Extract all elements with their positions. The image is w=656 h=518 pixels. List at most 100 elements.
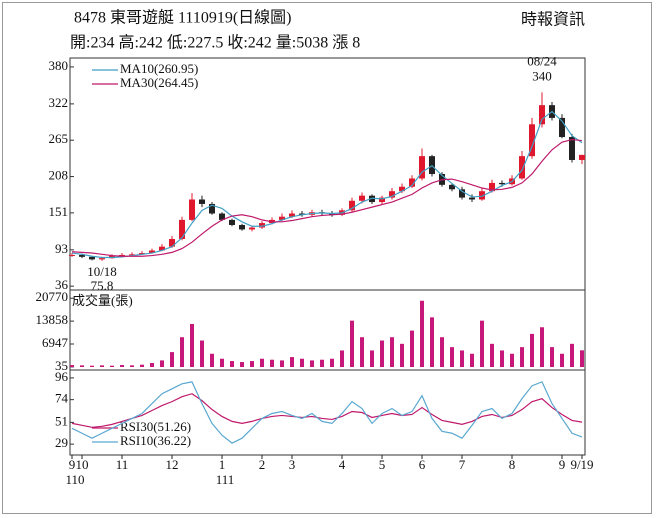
y-tick-label: 36 — [55, 277, 69, 292]
legend-label: MA30(264.45) — [120, 75, 198, 90]
x-tick-label: 5 — [379, 457, 386, 472]
candle-body — [529, 124, 535, 157]
summary: 開:234 高:242 低:227.5 收:242 量:5038 漲 8 — [70, 34, 360, 52]
candle-body — [519, 156, 525, 179]
volume-bar — [570, 343, 574, 368]
annotation-date: 08/24 — [527, 53, 557, 68]
volume-bar — [130, 365, 134, 368]
volume-bar — [440, 337, 444, 368]
series-line — [71, 138, 583, 257]
candle-body — [279, 216, 285, 220]
candle-body — [479, 191, 485, 200]
volume-bar — [460, 350, 464, 368]
x-tick-label: 9 — [559, 457, 566, 472]
volume-bar — [330, 358, 334, 368]
candle-body — [79, 254, 85, 257]
volume-bar — [190, 323, 194, 368]
volume-bar — [250, 361, 254, 368]
volume-bar — [290, 357, 294, 368]
candle-body — [329, 213, 335, 215]
x-tick-label: 9 — [69, 457, 76, 472]
candle-body — [219, 213, 225, 220]
x-tick-label: 1 — [219, 457, 226, 472]
candle-body — [499, 182, 505, 185]
candle-body — [539, 105, 545, 125]
volume-bar — [100, 365, 104, 368]
panel-title: 成交量(張) — [72, 293, 133, 308]
volume-bar — [370, 350, 374, 368]
volume-bar — [530, 333, 534, 368]
volume-bar — [220, 358, 224, 368]
candle-body — [169, 239, 175, 247]
x-tick-label: 12 — [166, 457, 179, 472]
candle-body — [129, 254, 135, 256]
x-tick-label: 8 — [509, 457, 516, 472]
candle-body — [469, 197, 475, 200]
volume-bar — [180, 337, 184, 368]
candle-body — [489, 182, 495, 192]
x-tick-label: 4 — [339, 457, 346, 472]
y-tick-label: 265 — [49, 131, 69, 146]
volume-bar — [420, 300, 424, 368]
candle-body — [229, 219, 235, 225]
volume-bar — [230, 361, 234, 368]
x-tick-label: 7 — [459, 457, 466, 472]
volume-bar — [300, 358, 304, 368]
x-tick-label: 10 — [76, 457, 89, 472]
panel-frame — [69, 57, 586, 291]
volume-bar — [210, 353, 214, 368]
candle-body — [379, 197, 385, 203]
candle-body — [139, 253, 145, 255]
candle-body — [239, 224, 245, 230]
volume-bar — [500, 350, 504, 368]
annotation-value: 75.8 — [91, 278, 114, 293]
volume-bar — [550, 347, 554, 368]
volume-bar — [430, 317, 434, 368]
volume-bar — [360, 337, 364, 368]
y-tick-label: 208 — [49, 168, 69, 183]
x-tick-label: 3 — [289, 457, 296, 472]
legend-label: MA10(260.95) — [120, 61, 198, 76]
y-tick-label: 20770 — [36, 289, 69, 304]
x-tick-label: 11 — [116, 457, 129, 472]
volume-bar — [240, 362, 244, 368]
volume-bar — [90, 365, 94, 368]
candle-body — [349, 200, 355, 211]
volume-bar — [560, 353, 564, 368]
volume-bar — [450, 347, 454, 368]
volume-bar — [510, 353, 514, 368]
y-tick-label: 51 — [55, 413, 68, 428]
volume-bar — [490, 343, 494, 368]
candle-body — [449, 184, 455, 190]
volume-bar — [150, 363, 154, 368]
volume-bar — [320, 359, 324, 368]
y-tick-label: 322 — [49, 95, 69, 110]
candle-body — [179, 219, 185, 240]
candle-body — [579, 154, 585, 160]
volume-bar — [70, 365, 74, 368]
volume-bar — [540, 327, 544, 368]
candle-body — [209, 203, 215, 214]
candle-body — [569, 137, 575, 160]
series-line — [71, 110, 583, 259]
candle-body — [399, 186, 405, 192]
y-tick-label: 13858 — [36, 312, 69, 327]
candle-body — [359, 195, 365, 201]
y-tick-label: 96 — [55, 369, 69, 384]
volume-bar — [170, 352, 174, 368]
volume-bar — [310, 360, 314, 368]
panel-frame — [69, 289, 586, 371]
volume-bar — [470, 353, 474, 368]
volume-bar — [280, 360, 284, 368]
volume-bar — [260, 358, 264, 368]
candle-body — [289, 213, 295, 217]
candle-body — [459, 189, 465, 198]
volume-bar — [140, 364, 144, 368]
annotation-date: 10/18 — [87, 264, 117, 279]
annotation-value: 340 — [532, 68, 552, 83]
candle-body — [409, 178, 415, 187]
series-line — [71, 381, 583, 444]
volume-bar — [340, 350, 344, 368]
y-tick-label: 93 — [55, 241, 68, 256]
